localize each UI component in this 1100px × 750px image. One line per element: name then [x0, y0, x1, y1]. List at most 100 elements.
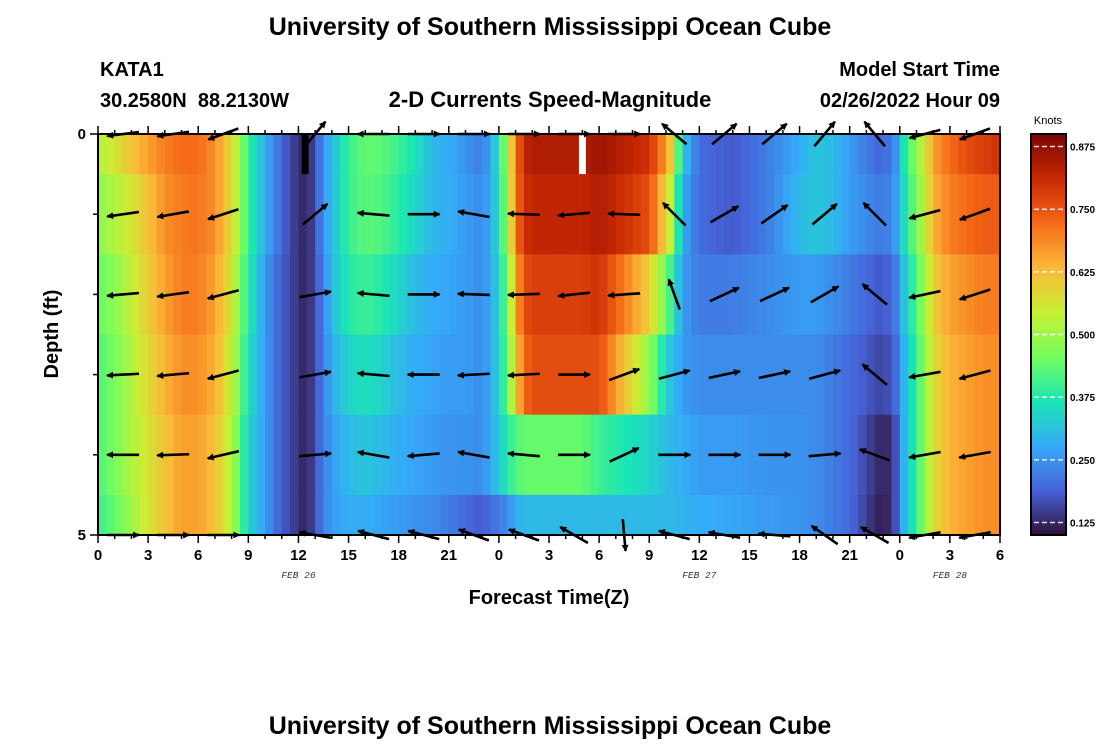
heat-cell [657, 334, 667, 416]
heat-cell [373, 494, 383, 536]
heat-cell [933, 174, 943, 255]
heat-cell [607, 414, 617, 496]
heat-cell [398, 494, 408, 536]
heat-cell [791, 174, 801, 255]
heat-cell [331, 174, 341, 255]
heat-cell [565, 134, 575, 175]
heat-cell [632, 134, 642, 175]
heat-cell [348, 414, 358, 496]
heat-cell [874, 494, 884, 536]
heat-cell [866, 134, 876, 175]
heat-cell [239, 334, 249, 416]
heat-cell [615, 414, 625, 496]
heat-cell [766, 174, 776, 255]
heat-cell [482, 414, 492, 496]
heat-cell [732, 134, 742, 175]
heat-cell [649, 174, 659, 255]
heat-cell [782, 494, 792, 536]
current-vector [457, 209, 490, 219]
colorbar-ticks: 0.125 0.250 0.375 0.500 0.625 0.750 0.875 [1034, 143, 1095, 529]
heat-cell [657, 254, 667, 336]
x-tick-label: 15 [340, 547, 357, 564]
y-axis-label: Depth (ft) [41, 290, 63, 379]
heat-cell [682, 254, 692, 336]
heat-cell [891, 254, 901, 336]
heat-cell [590, 334, 600, 416]
heat-cell [741, 334, 751, 416]
current-vector [958, 369, 991, 381]
heat-cell [832, 254, 842, 336]
heat-cell [340, 494, 350, 536]
heat-cell [256, 134, 266, 175]
heat-cell [699, 414, 709, 496]
heat-cell [173, 494, 183, 536]
heat-cell [164, 134, 174, 175]
heat-cell [540, 414, 550, 496]
heat-cell [390, 254, 400, 336]
heat-cell [974, 334, 984, 416]
heat-cell [265, 254, 274, 336]
heat-cell [983, 254, 993, 336]
current-vector [862, 201, 887, 227]
current-vector [908, 370, 941, 380]
x-tick-label: 3 [946, 547, 954, 564]
current-vector [206, 449, 240, 461]
heat-cell [958, 254, 968, 336]
heat-cell [958, 174, 968, 255]
heat-cell [724, 174, 734, 255]
heat-cell [807, 174, 817, 255]
heat-cell [732, 334, 742, 416]
heat-cell [515, 134, 525, 175]
heat-cell [866, 174, 876, 255]
heat-cell [231, 174, 241, 255]
heat-cell [841, 494, 851, 536]
heat-cell [440, 494, 450, 536]
heat-cell [649, 134, 659, 175]
heat-cell [582, 174, 592, 255]
heat-cell [557, 134, 567, 175]
heat-cell [824, 134, 834, 175]
heat-cell [899, 494, 909, 536]
heat-cell [674, 174, 684, 255]
heat-cell [716, 134, 725, 175]
heat-cell [824, 334, 834, 416]
heat-cell [448, 174, 458, 255]
heat-cell [256, 174, 266, 255]
heat-cell [899, 334, 909, 416]
heat-cell [640, 174, 650, 255]
heat-cell [223, 254, 233, 336]
heat-cell [490, 134, 500, 175]
heat-cell [974, 254, 984, 336]
current-vector [106, 291, 140, 299]
current-vector [759, 286, 790, 303]
heat-cell [899, 134, 909, 175]
heat-cell [782, 254, 792, 336]
heat-cell [757, 134, 767, 175]
heat-cell [807, 334, 817, 416]
heat-cell [457, 134, 467, 175]
heat-cell [924, 134, 934, 175]
x-axis-label: Forecast Time(Z) [469, 587, 630, 609]
heat-cell [649, 254, 659, 336]
heat-cell [674, 334, 684, 416]
heat-cell [665, 134, 675, 175]
current-vector [406, 452, 440, 460]
heat-cell [816, 254, 826, 336]
heat-cell [381, 414, 391, 496]
heat-cell [933, 134, 943, 175]
heat-cell [490, 254, 500, 336]
model-start-label: Model Start Time [839, 59, 1000, 81]
heat-cell [849, 414, 859, 496]
current-vector [658, 368, 691, 380]
heat-cell [883, 254, 893, 336]
heat-cell [816, 494, 826, 536]
heat-cell [799, 494, 809, 536]
heat-cell [381, 494, 391, 536]
heat-cell [98, 334, 107, 416]
heat-cell [448, 134, 458, 175]
heat-cell [699, 494, 709, 536]
heat-cell [590, 254, 600, 336]
heat-cell [256, 494, 266, 536]
heat-cell [156, 494, 166, 536]
x-tick-label: 6 [194, 547, 202, 564]
